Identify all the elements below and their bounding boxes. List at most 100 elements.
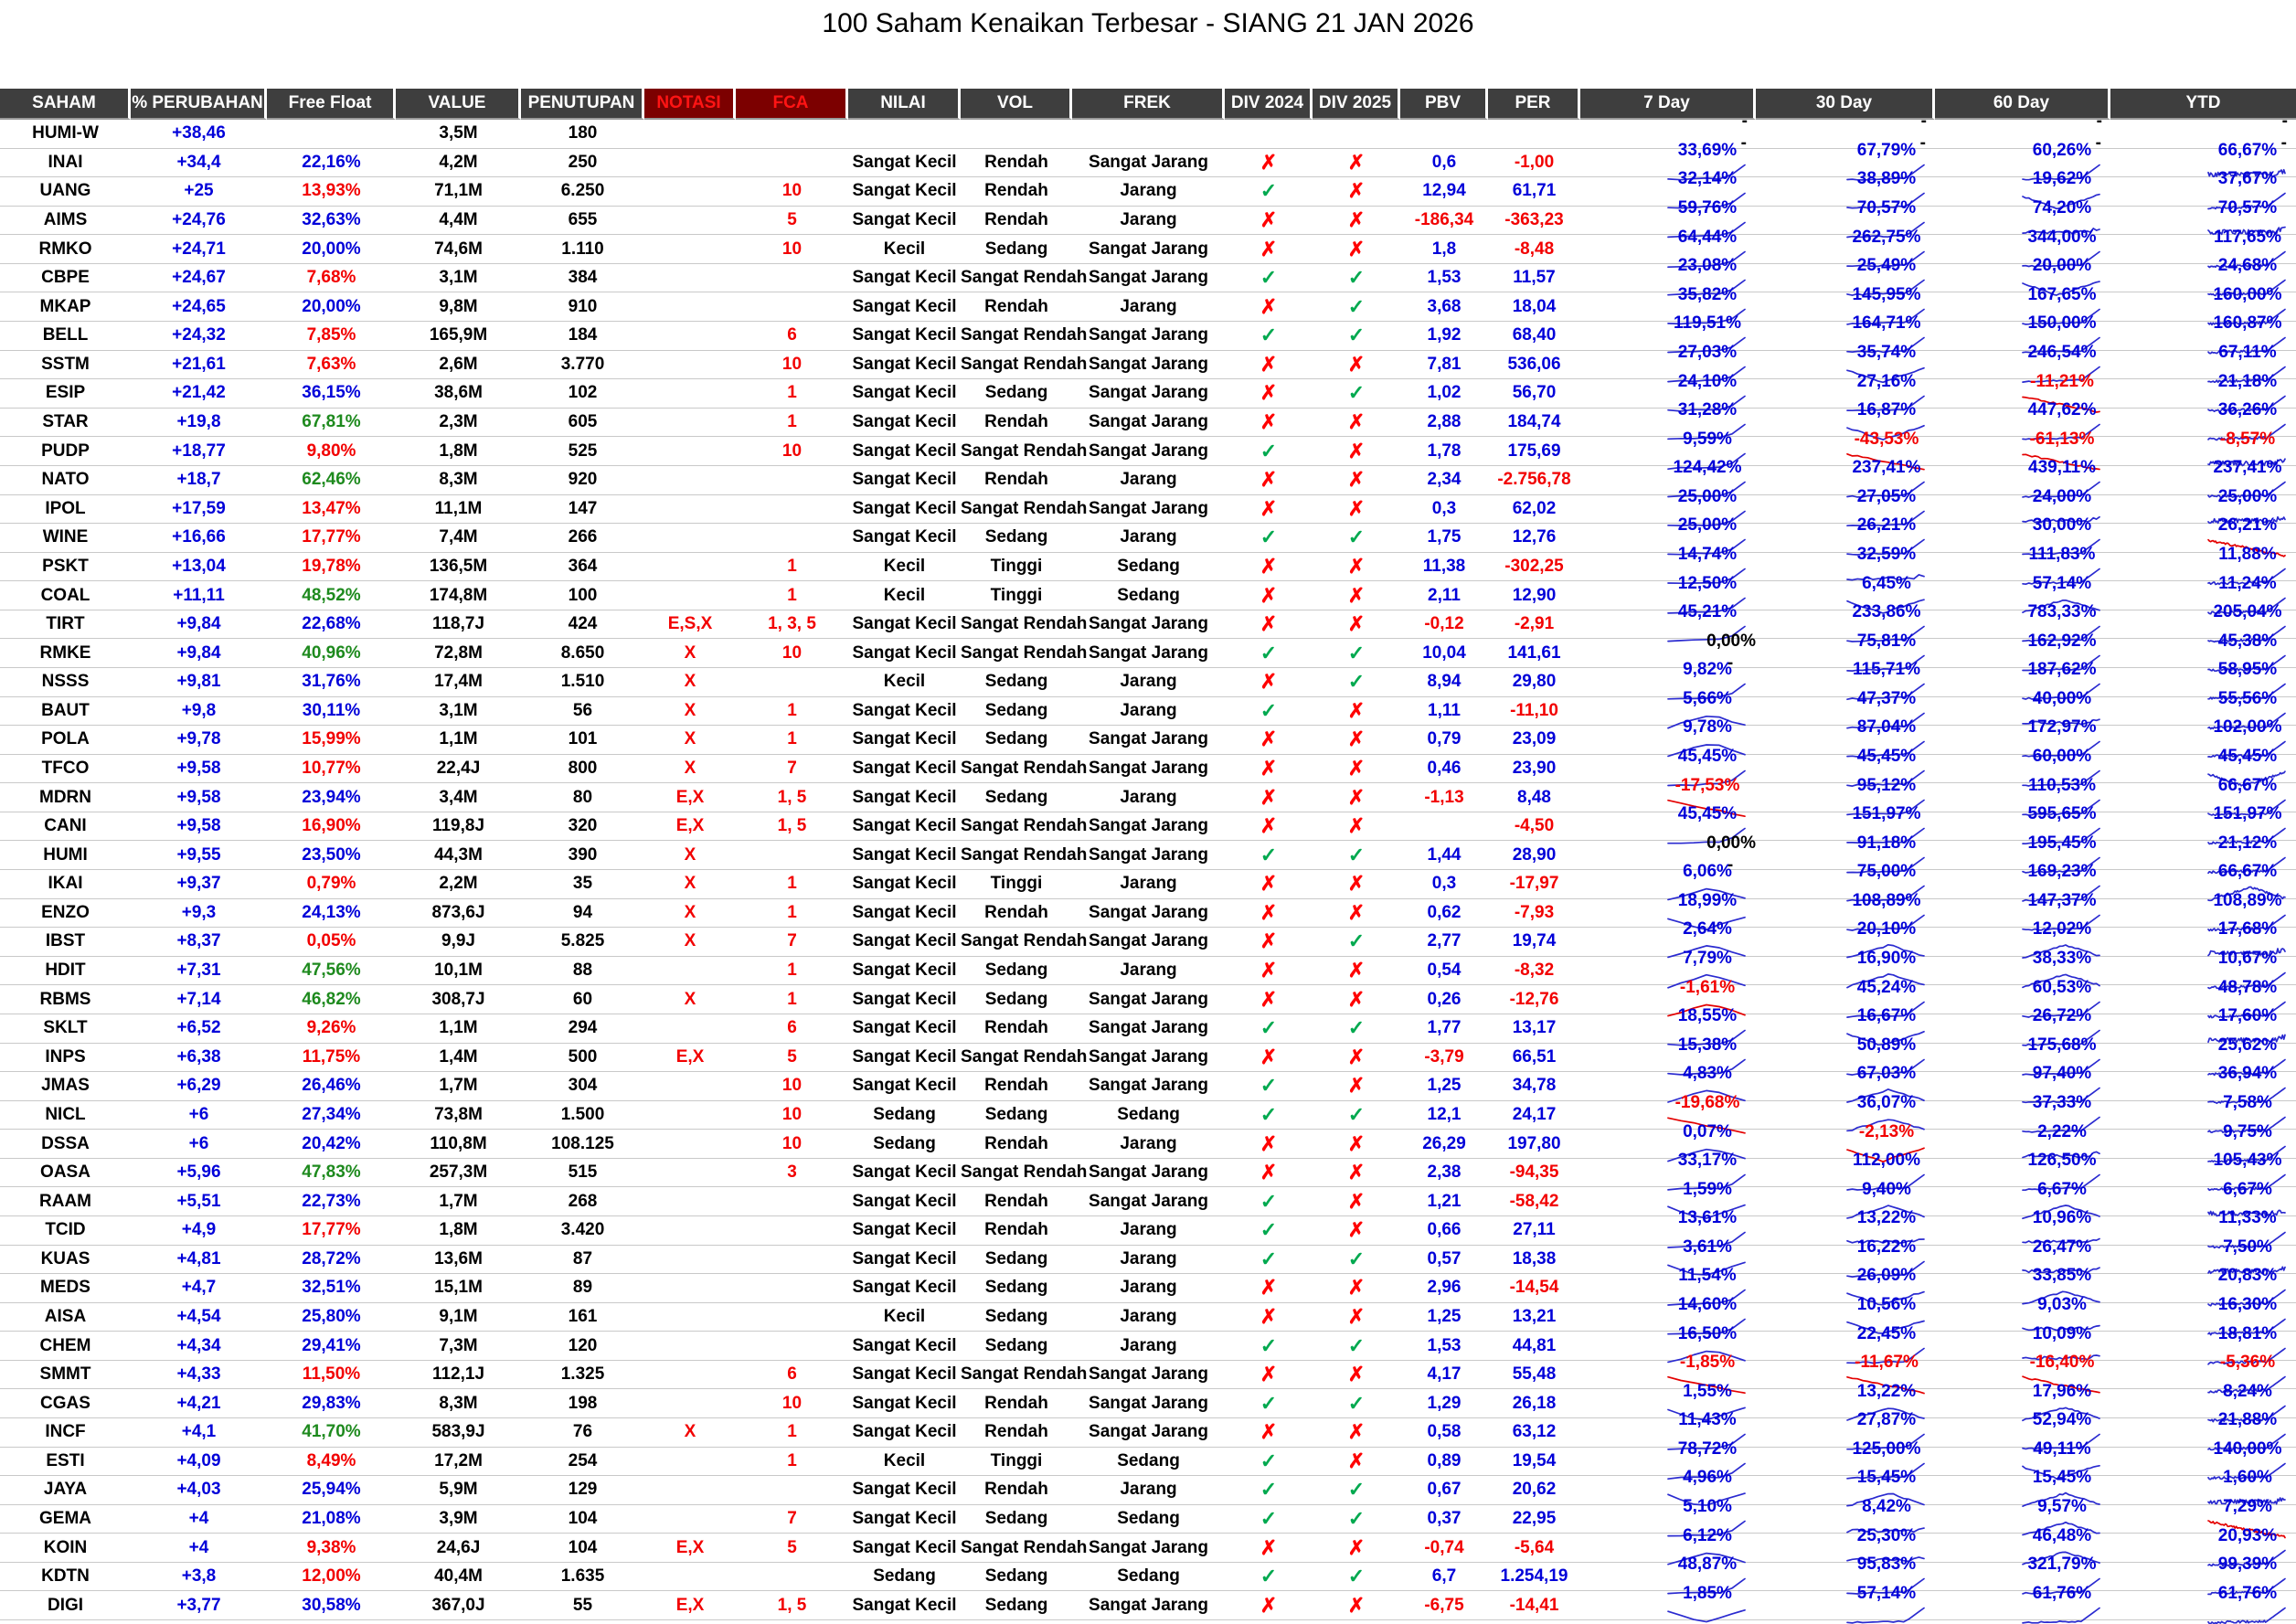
cell-close: 198 bbox=[568, 1393, 598, 1413]
sparkline-chart bbox=[2021, 652, 2101, 675]
cell-d30: 91,18% bbox=[1756, 833, 1935, 877]
day-percent: 160,87% bbox=[2213, 313, 2282, 334]
sparkline-chart bbox=[1845, 218, 1926, 242]
day-percent: 23,08% bbox=[1677, 256, 1738, 276]
cell-div25: ✗ bbox=[1347, 1363, 1366, 1386]
page-title: 100 Saham Kenaikan Terbesar - SIANG 21 J… bbox=[822, 8, 1474, 38]
cell-vol: Sedang bbox=[984, 1248, 1048, 1268]
sparkline-chart bbox=[1666, 911, 1747, 935]
day-percent: 11,33% bbox=[2218, 1208, 2277, 1228]
sparkline bbox=[1846, 164, 1925, 181]
sparkline bbox=[2207, 741, 2286, 759]
cell-nilai: Sangat Kecil bbox=[852, 759, 957, 778]
cell-div25: ✓ bbox=[1347, 324, 1366, 347]
sparkline-chart bbox=[2206, 1546, 2287, 1570]
table-row: SSTM +21,61 7,63% 2,6M 3.770 10 Sangat Kecil Sa… bbox=[0, 343, 2296, 384]
sparkline bbox=[1667, 250, 1746, 268]
cell-fca: 1, 3, 5 bbox=[768, 614, 816, 634]
table-row: TCID +4,9 17,77% 1,8M 3.420 Sangat Kecil Renda… bbox=[0, 1208, 2296, 1249]
cell-ytd: -8,57% bbox=[2110, 430, 2296, 473]
sparkline bbox=[2022, 654, 2100, 672]
day-percent: 6,45% bbox=[1862, 573, 1911, 593]
cell-value: 9,8M bbox=[439, 296, 478, 316]
cell-div24: ✗ bbox=[1260, 757, 1278, 780]
cell-d60: 439,11% bbox=[1935, 458, 2110, 502]
sparkline-chart bbox=[2206, 1228, 2287, 1252]
day-percent: 124,42% bbox=[1673, 458, 1742, 478]
cell-saham: CBPE bbox=[41, 268, 90, 288]
cell-ff: 20,00% bbox=[302, 296, 361, 316]
cell-value: 10,1M bbox=[434, 961, 483, 981]
day-percent: - bbox=[2281, 111, 2288, 132]
sparkline-chart bbox=[2021, 1344, 2101, 1368]
sparkline-chart bbox=[2206, 1200, 2287, 1224]
sparkline bbox=[1667, 1433, 1746, 1451]
dash: - bbox=[1727, 854, 1734, 875]
cell-d30: -11,67% bbox=[1756, 1353, 1935, 1396]
table-row: PSKT +13,04 19,78% 136,5M 364 1 Kecil Tinggi Sed… bbox=[0, 545, 2296, 586]
sparkline-chart bbox=[1845, 1056, 1926, 1079]
cell-close: 120 bbox=[568, 1335, 598, 1355]
cell-chg: +4,7 bbox=[181, 1278, 217, 1298]
cell-d7: 9,59% bbox=[1580, 430, 1756, 473]
cell-ff: 32,51% bbox=[302, 1278, 361, 1298]
cell-nilai: Sangat Kecil bbox=[852, 816, 957, 836]
cell-div24: ✓ bbox=[1260, 525, 1278, 549]
cell-fca: 5 bbox=[787, 1537, 797, 1557]
sparkline-chart bbox=[1666, 334, 1747, 357]
sparkline bbox=[2022, 944, 2100, 960]
cell-saham: MEDS bbox=[40, 1278, 90, 1298]
sparkline-chart bbox=[2206, 1084, 2287, 1108]
sparkline bbox=[2207, 914, 2286, 932]
table-row: MEDS +4,7 32,51% 15,1M 89 Sangat Kecil Sedang J… bbox=[0, 1266, 2296, 1307]
sparkline-chart bbox=[2206, 1171, 2287, 1194]
cell-pbv: 1,25 bbox=[1427, 1076, 1462, 1096]
cell-fca: 10 bbox=[781, 181, 803, 201]
sparkline-chart bbox=[2021, 1488, 2101, 1512]
cell-nilai: Kecil bbox=[883, 585, 926, 605]
day-percent: 78,72% bbox=[1677, 1438, 1738, 1459]
day-percent: 45,24% bbox=[1856, 977, 1917, 997]
cell-div25: ✗ bbox=[1347, 757, 1366, 780]
cell-d60: 46,48% bbox=[1935, 1526, 2110, 1570]
cell-pbv: 1,44 bbox=[1427, 844, 1462, 865]
sparkline-chart bbox=[1666, 594, 1747, 618]
sparkline bbox=[2207, 458, 2286, 467]
cell-saham: POLA bbox=[41, 729, 90, 749]
day-percent: 15,38% bbox=[1677, 1035, 1738, 1055]
day-percent: -1,85% bbox=[1679, 1353, 1736, 1373]
cell-d60: 37,33% bbox=[1935, 1093, 2110, 1137]
cell-ff: 11,50% bbox=[302, 1364, 361, 1385]
cell-vol: Sedang bbox=[984, 1278, 1048, 1298]
day-percent: 7,79% bbox=[1683, 949, 1732, 969]
day-percent: 59,76% bbox=[1677, 198, 1738, 218]
cell-pbv: -6,75 bbox=[1424, 1595, 1464, 1615]
day-percent: 10,96% bbox=[2032, 1208, 2092, 1228]
sparkline-chart bbox=[1666, 680, 1747, 704]
cell-saham: SSTM bbox=[41, 354, 90, 374]
cell-per: 20,62 bbox=[1512, 1480, 1557, 1500]
day-percent: 45,45% bbox=[1677, 804, 1738, 824]
cell-per: -7,93 bbox=[1514, 902, 1555, 922]
day-percent: 6,06% bbox=[1683, 862, 1732, 882]
cell-close: 101 bbox=[568, 729, 598, 749]
day-percent: 11,24% bbox=[2218, 573, 2277, 593]
cell-chg: +4,09 bbox=[176, 1450, 221, 1470]
day-percent: 32,14% bbox=[1677, 169, 1738, 189]
cell-div25: ✗ bbox=[1347, 1218, 1366, 1242]
cell-d30: 145,95% bbox=[1756, 285, 1935, 329]
missing-data-dash: - bbox=[1920, 132, 1926, 155]
cell-fca: 1 bbox=[787, 874, 797, 894]
cell-fca: 7 bbox=[787, 759, 797, 778]
cell-chg: +4,9 bbox=[181, 1220, 217, 1240]
cell-frek: Sangat Jarang bbox=[1089, 152, 1208, 172]
cell-notasi: X bbox=[684, 642, 696, 663]
cell-div25: ✓ bbox=[1347, 641, 1366, 664]
cell-saham: HDIT bbox=[45, 961, 86, 981]
cell-d30: 25,30% bbox=[1756, 1526, 1935, 1570]
cell-nilai: Sangat Kecil bbox=[852, 874, 957, 894]
sparkline bbox=[1667, 1577, 1746, 1595]
cell-chg: +6,29 bbox=[176, 1076, 221, 1096]
cell-ytd: 21,18% bbox=[2110, 372, 2296, 416]
cell-fca: 7 bbox=[787, 1509, 797, 1529]
